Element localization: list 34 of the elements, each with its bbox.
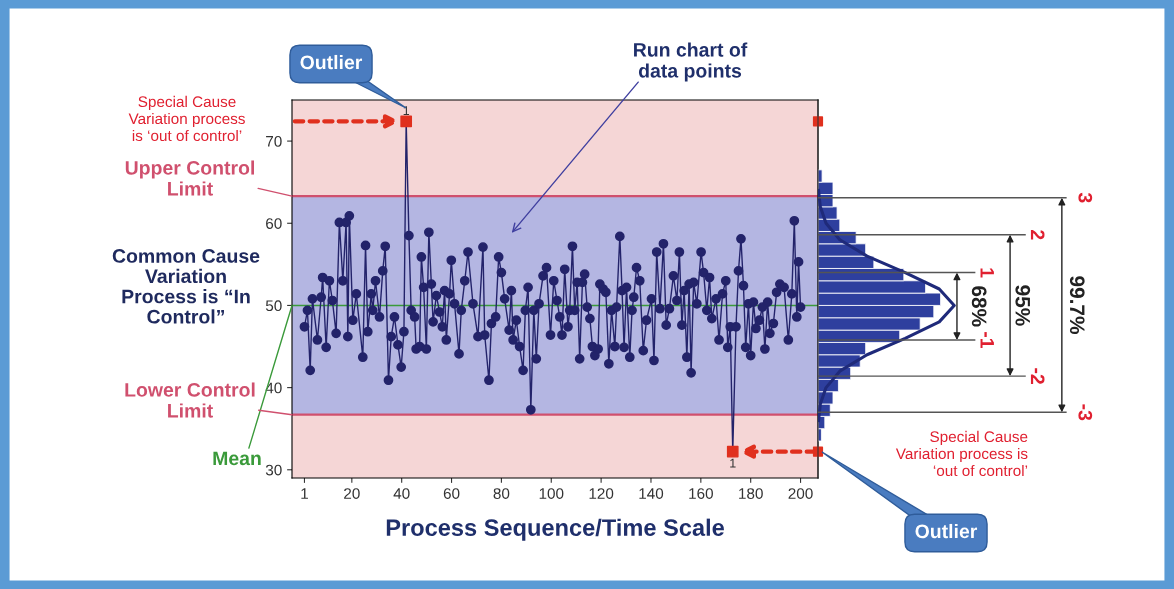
text: Common Cause Variation Process is “In Control”: [112, 249, 260, 324]
x-tick-label: 140: [639, 488, 664, 499]
y-tick-label: 50: [265, 300, 282, 312]
x-tick-label: 80: [493, 488, 510, 499]
x-tick-label: 120: [589, 488, 614, 499]
x-tick-label: 100: [539, 488, 564, 499]
text: 99.7%: [1069, 276, 1085, 335]
text: -3: [1078, 404, 1093, 421]
x-tick-label: 40: [393, 488, 410, 499]
x-tick-label: 60: [443, 488, 460, 499]
ref-line-label: Mean: [213, 451, 261, 466]
text: 1: [980, 268, 994, 278]
text: 68%: [971, 286, 987, 327]
text: -2: [1030, 368, 1045, 384]
y-tick-label: 60: [266, 218, 282, 229]
ref-line-label: Upper Control Limit: [125, 160, 254, 196]
text: Outlier: [915, 523, 978, 539]
text: Run chart of data points: [634, 42, 748, 82]
y-tick-label: 70: [266, 135, 282, 147]
x-tick-label: 160: [689, 488, 713, 499]
text: 2: [1030, 230, 1045, 240]
text: 3: [1078, 192, 1093, 203]
text: -1: [980, 332, 994, 349]
text: 95%: [1015, 285, 1031, 326]
x-tick-label: 200: [788, 488, 813, 499]
y-tick-label: 30: [265, 464, 282, 476]
x-tick-label: 180: [739, 488, 763, 499]
text: Special Cause Variation process is ‘out of control’: [128, 95, 245, 142]
x-tick-label: 20: [344, 488, 360, 499]
ref-line-label: Lower Control Limit: [125, 382, 255, 418]
annotation: 1: [730, 458, 736, 468]
x-tick-label: 1: [301, 488, 308, 499]
annotation: Special Cause Variation process is ‘out of control’: [895, 430, 1028, 477]
x-axis-title: Process Sequence/Time Scale: [386, 518, 724, 541]
